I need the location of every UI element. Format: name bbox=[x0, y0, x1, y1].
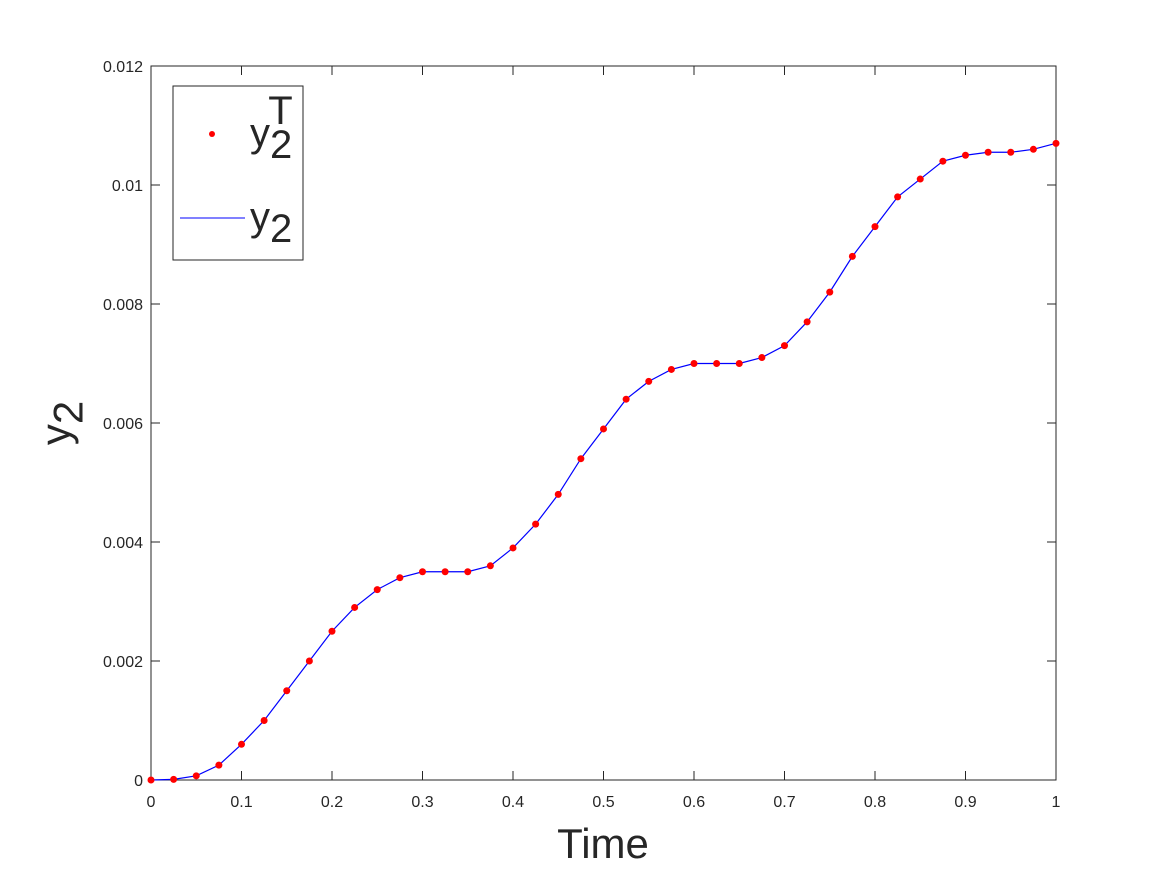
data-point bbox=[871, 223, 879, 231]
data-point bbox=[600, 425, 607, 433]
y-tick-label: 0.01 bbox=[112, 178, 143, 195]
data-point bbox=[690, 360, 698, 367]
data-point bbox=[667, 365, 675, 373]
y-tick-label: 0.008 bbox=[103, 297, 143, 314]
data-point bbox=[419, 568, 426, 576]
data-point bbox=[373, 586, 381, 594]
data-point bbox=[1029, 145, 1037, 153]
y-axis-label: y2 bbox=[32, 401, 92, 445]
x-tick-label: 0 bbox=[147, 794, 156, 811]
legend-box bbox=[172, 85, 304, 261]
data-point bbox=[848, 252, 856, 260]
data-point bbox=[328, 627, 336, 635]
data-point bbox=[441, 568, 449, 576]
legend-marker bbox=[209, 131, 215, 137]
data-point bbox=[622, 395, 630, 403]
data-point bbox=[577, 455, 585, 463]
data-point bbox=[713, 360, 721, 367]
x-tick-label: 0.2 bbox=[321, 794, 343, 811]
data-point bbox=[894, 193, 902, 201]
data-point bbox=[238, 740, 245, 748]
x-tick-label: 0.1 bbox=[230, 794, 252, 811]
y-tick-label: 0.006 bbox=[103, 416, 143, 433]
data-point bbox=[962, 151, 969, 159]
data-point bbox=[260, 717, 268, 724]
data-point bbox=[532, 520, 540, 528]
x-tick-label: 0.6 bbox=[683, 794, 705, 811]
x-axis-label: Time bbox=[557, 820, 649, 867]
data-point bbox=[283, 687, 291, 695]
legend-label: y2T bbox=[250, 89, 293, 167]
data-point bbox=[1007, 148, 1015, 156]
legend-label: y2 bbox=[250, 195, 292, 251]
data-point bbox=[215, 761, 223, 769]
y-tick-label: 0.012 bbox=[103, 59, 143, 76]
x-tick-label: 0.3 bbox=[411, 794, 433, 811]
data-point bbox=[803, 318, 811, 326]
x-tick-label: 0.4 bbox=[502, 794, 524, 811]
data-point bbox=[305, 657, 313, 665]
x-tick-label: 1 bbox=[1052, 794, 1061, 811]
data-point bbox=[192, 772, 200, 780]
data-point bbox=[554, 490, 562, 498]
data-point bbox=[464, 568, 472, 576]
data-point bbox=[396, 574, 404, 582]
y-tick-label: 0.002 bbox=[103, 654, 143, 671]
x-tick-label: 0.9 bbox=[954, 794, 976, 811]
data-point bbox=[1052, 139, 1060, 147]
x-tick-label: 0.8 bbox=[864, 794, 886, 811]
y-tick-label: 0 bbox=[134, 773, 143, 790]
data-point bbox=[916, 175, 924, 183]
data-point bbox=[758, 354, 766, 362]
data-point bbox=[939, 157, 947, 165]
data-point bbox=[781, 342, 788, 350]
data-point bbox=[645, 377, 653, 385]
data-point bbox=[826, 288, 834, 296]
y-tick-label: 0.004 bbox=[103, 535, 143, 552]
x-tick-label: 0.5 bbox=[592, 794, 614, 811]
data-point bbox=[486, 562, 494, 570]
data-point bbox=[351, 603, 359, 611]
data-point bbox=[147, 776, 155, 784]
data-point bbox=[735, 360, 743, 367]
data-point bbox=[984, 148, 992, 156]
data-point bbox=[509, 544, 517, 552]
x-tick-label: 0.7 bbox=[773, 794, 795, 811]
data-point bbox=[170, 775, 178, 783]
